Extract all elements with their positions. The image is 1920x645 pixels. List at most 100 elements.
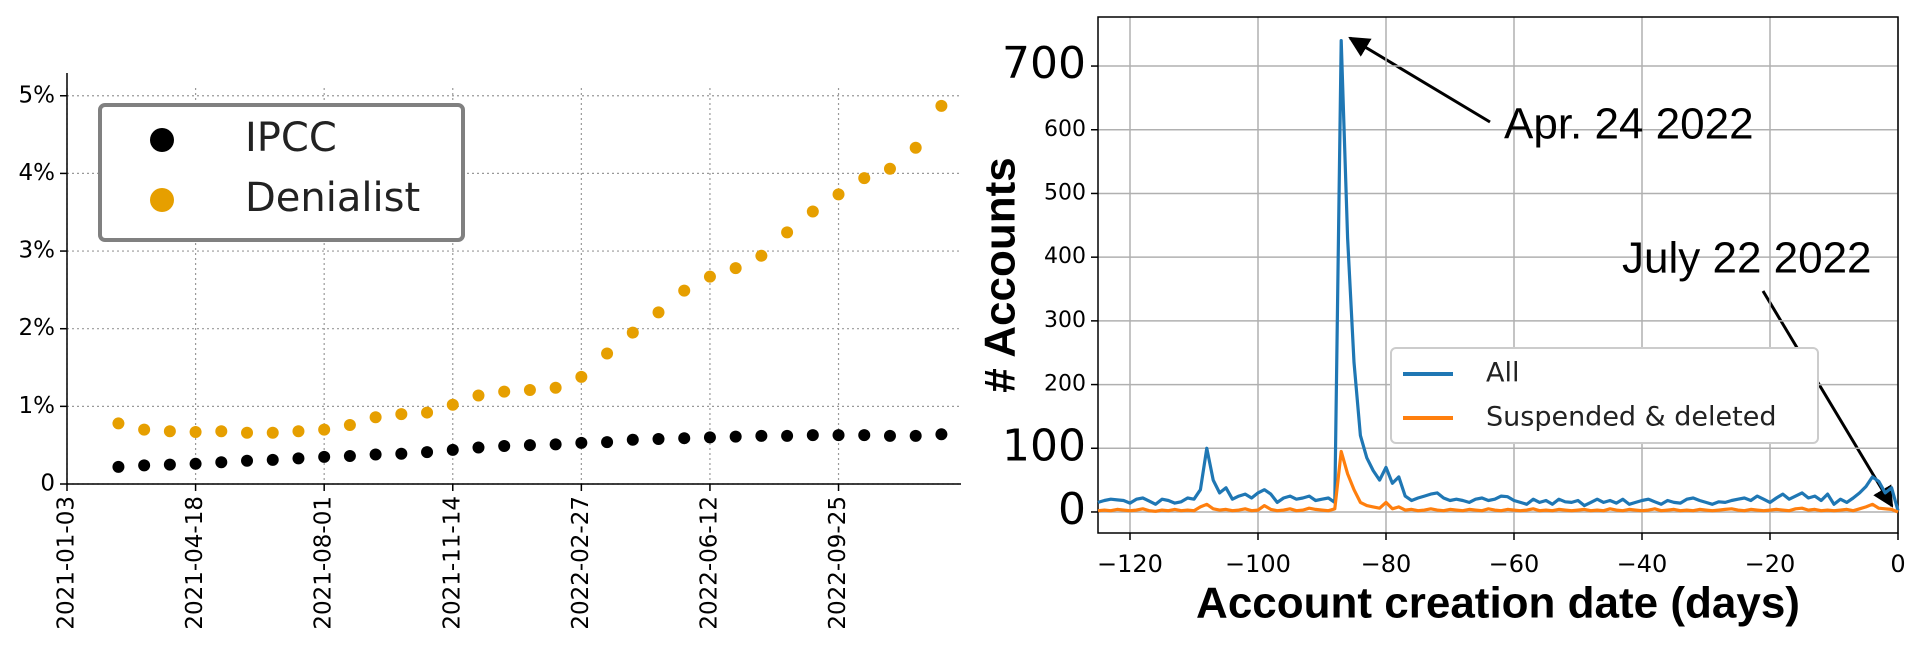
y-tick-label: 0 bbox=[1058, 484, 1086, 535]
point bbox=[163, 458, 176, 471]
point bbox=[832, 429, 845, 442]
legend-label: Denialist bbox=[245, 175, 420, 221]
plot-frame bbox=[1097, 16, 1899, 534]
point bbox=[266, 453, 279, 466]
y-tick-label: 0 bbox=[40, 471, 55, 497]
point bbox=[395, 447, 408, 460]
y-tick-label: 300 bbox=[1044, 308, 1086, 333]
annotation: Apr. 24 2022 bbox=[1504, 100, 1754, 149]
point bbox=[421, 406, 434, 419]
annotation-arrow bbox=[1761, 290, 1894, 508]
point bbox=[703, 431, 716, 444]
chart: 0 100 200 300 400 500 600 700 −120 −100 −80 −60 −40 −… bbox=[976, 16, 1906, 628]
point bbox=[755, 429, 768, 442]
y-tick-label: 600 bbox=[1044, 117, 1086, 142]
x-tick-label: −80 bbox=[1361, 550, 1412, 578]
x-tick-label: 2021-11-14 bbox=[439, 496, 465, 630]
x-tick-label: 2021-01-03 bbox=[54, 496, 80, 630]
point bbox=[883, 162, 896, 175]
point bbox=[858, 429, 871, 442]
series-line bbox=[1097, 39, 1900, 512]
annotation: July 22 2022 bbox=[1622, 234, 1872, 283]
point bbox=[652, 306, 665, 319]
y-tick-label: 400 bbox=[1044, 244, 1086, 269]
point bbox=[498, 385, 511, 398]
point bbox=[215, 425, 228, 438]
point bbox=[523, 384, 536, 397]
legend-label: All bbox=[1486, 358, 1519, 389]
x-tick-label: 2022-06-12 bbox=[696, 496, 722, 630]
y-tick-label: 500 bbox=[1044, 180, 1086, 205]
point bbox=[318, 450, 331, 463]
x-tick-label: 2021-08-01 bbox=[311, 496, 337, 630]
point bbox=[138, 423, 151, 436]
point bbox=[909, 429, 922, 442]
x-tick-label: 0 bbox=[1890, 550, 1905, 578]
point bbox=[318, 423, 331, 436]
legend-marker bbox=[150, 188, 174, 212]
point bbox=[678, 432, 691, 445]
point bbox=[601, 436, 614, 449]
point bbox=[883, 429, 896, 442]
point bbox=[806, 429, 819, 442]
point bbox=[832, 188, 845, 201]
y-tick-label: 200 bbox=[1044, 372, 1086, 397]
point bbox=[369, 448, 382, 461]
point bbox=[549, 438, 562, 451]
y-tick-label: 1% bbox=[19, 393, 56, 419]
legend-box bbox=[1390, 347, 1819, 444]
x-tick-label: −20 bbox=[1745, 550, 1796, 578]
point bbox=[935, 99, 948, 112]
point bbox=[215, 456, 228, 469]
point bbox=[652, 432, 665, 445]
legend-box bbox=[98, 103, 465, 242]
point bbox=[189, 457, 202, 470]
x-tick-label: 2022-09-25 bbox=[825, 496, 851, 630]
point bbox=[446, 443, 459, 456]
y-tick-label: 2% bbox=[19, 315, 56, 341]
point bbox=[575, 370, 588, 383]
point bbox=[395, 408, 408, 421]
point bbox=[626, 326, 639, 339]
point bbox=[292, 452, 305, 465]
point bbox=[575, 436, 588, 449]
point bbox=[343, 450, 356, 463]
point bbox=[781, 429, 794, 442]
series-line bbox=[1097, 449, 1899, 514]
y-axis-label: # Accounts bbox=[976, 157, 1025, 393]
point bbox=[601, 347, 614, 360]
point bbox=[241, 426, 254, 439]
legend-marker bbox=[150, 128, 174, 152]
x-tick-label: −120 bbox=[1097, 550, 1163, 578]
point bbox=[112, 460, 125, 473]
point bbox=[241, 454, 254, 467]
x-tick-label: −40 bbox=[1617, 550, 1668, 578]
legend-label: IPCC bbox=[245, 115, 337, 161]
point bbox=[935, 428, 948, 441]
point bbox=[703, 270, 716, 283]
point bbox=[369, 411, 382, 424]
y-tick-label: 4% bbox=[19, 160, 56, 186]
point bbox=[781, 226, 794, 239]
y-tick-label: 5% bbox=[19, 82, 56, 108]
point bbox=[472, 389, 485, 402]
point bbox=[755, 249, 768, 262]
point bbox=[523, 439, 536, 452]
point bbox=[421, 446, 434, 459]
point bbox=[729, 430, 742, 443]
point bbox=[472, 441, 485, 454]
point bbox=[266, 426, 279, 439]
point bbox=[729, 262, 742, 275]
point bbox=[138, 459, 151, 472]
point bbox=[343, 418, 356, 431]
legend-label: Suspended & deleted bbox=[1486, 402, 1777, 433]
point bbox=[163, 425, 176, 438]
chart: 0 1% 2% 3% 4% 5% 2021-01-03 2021-04-18 2021-08-0… bbox=[19, 73, 961, 630]
x-axis-label: Account creation date (days) bbox=[1196, 579, 1800, 628]
point bbox=[112, 417, 125, 430]
annotation-arrow bbox=[1348, 36, 1491, 124]
point bbox=[549, 381, 562, 394]
y-tick-label: 100 bbox=[1002, 420, 1086, 471]
point bbox=[626, 433, 639, 446]
